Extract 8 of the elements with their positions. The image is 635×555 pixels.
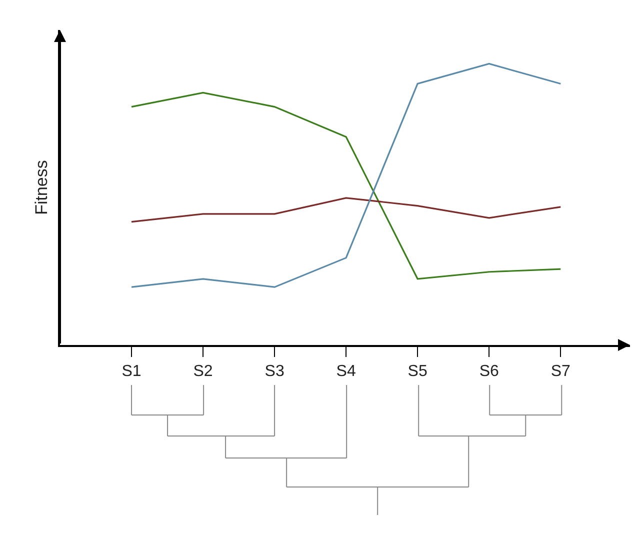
y-axis-title: Fitness [32, 160, 52, 215]
x-tick-label: S1 [122, 363, 142, 380]
x-tick-label: S6 [479, 363, 499, 380]
x-tick-label: S3 [264, 363, 284, 380]
x-tick-label: S4 [336, 363, 356, 380]
x-tick-label: S7 [550, 363, 571, 380]
x-tick-label: S2 [193, 363, 213, 380]
x-tick-label: S5 [408, 363, 428, 380]
